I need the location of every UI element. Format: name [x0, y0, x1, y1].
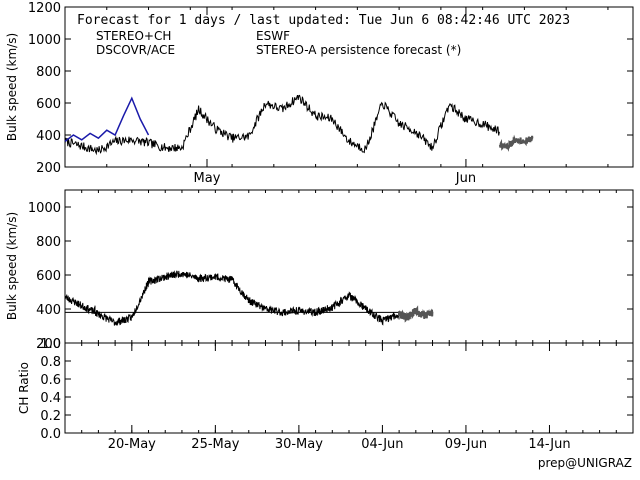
- legend-stereo-a-persistence: STEREO-A persistence forecast (*): [256, 43, 461, 57]
- bottom-ytick-label-3: 0.6: [40, 373, 61, 388]
- bottom-ytick-label-0: 0.0: [40, 427, 61, 442]
- bottom-xtick-label-3: 04-Jun: [361, 437, 403, 452]
- middle-panel-series: [64, 270, 434, 326]
- legend-eswf: ESWF: [256, 29, 290, 43]
- top-panel-ticks: 200 400 600 800 1000 1200 May Jun: [28, 1, 633, 186]
- middle-series-stereo-a-persistence: [398, 305, 434, 323]
- middle-ytick-label-3: 800: [36, 235, 61, 250]
- top-series-stereo-a-persistence: [498, 134, 534, 152]
- middle-series-dscovr-ace: [64, 270, 400, 326]
- top-ytick-label-5: 1200: [28, 1, 61, 16]
- legend-stereo-ch: STEREO+CH: [96, 29, 171, 43]
- top-ytick-label-4: 1000: [28, 33, 61, 48]
- middle-ytick-label-2: 600: [36, 269, 61, 284]
- bottom-ytick-label-4: 0.8: [40, 355, 61, 370]
- forecast-title: Forecast for 1 days / last updated: Tue …: [77, 13, 570, 28]
- top-series-eswf: [64, 96, 150, 142]
- middle-panel-ylabel: Bulk speed (km/s): [5, 212, 19, 320]
- bottom-xtick-label-5: 14-Jun: [528, 437, 570, 452]
- bottom-ytick-label-2: 0.4: [40, 391, 61, 406]
- top-ytick-label-3: 800: [36, 65, 61, 80]
- bottom-xtick-label-4: 09-Jun: [445, 437, 487, 452]
- bottom-ytick-label-5: 1.0: [40, 337, 61, 352]
- top-xtick-label-1: Jun: [455, 171, 476, 186]
- top-ytick-label-0: 200: [36, 161, 61, 176]
- footer-credit: prep@UNIGRAZ: [538, 456, 632, 470]
- top-series-dscovr-ace: [64, 94, 500, 156]
- top-xtick-label-0: May: [194, 171, 221, 186]
- bottom-xtick-label-1: 25-May: [191, 437, 239, 452]
- bottom-xtick-label-0: 20-May: [108, 437, 156, 452]
- bottom-ytick-label-1: 0.2: [40, 409, 61, 424]
- top-panel-frame: [64, 6, 634, 168]
- middle-ytick-label-4: 1000: [28, 201, 61, 216]
- legend-dscovr-ace: DSCOVR/ACE: [96, 43, 175, 57]
- bottom-panel-ylabel: CH Ratio: [17, 362, 31, 414]
- top-ytick-label-2: 600: [36, 97, 61, 112]
- middle-ytick-label-1: 400: [36, 303, 61, 318]
- bottom-xtick-label-2: 30-May: [275, 437, 323, 452]
- top-panel-ylabel: Bulk speed (km/s): [5, 33, 19, 141]
- top-panel-series: [64, 94, 534, 156]
- bottom-panel-ticks: 0.0 0.2 0.4 0.6 0.8 1.0 20-May 25-May 30-May 04-J…: [40, 337, 634, 452]
- middle-ytick-label-0: 200: [36, 337, 61, 352]
- top-ytick-label-1: 400: [36, 129, 61, 144]
- middle-panel-ticks: 200 400 600 800 1000: [28, 190, 634, 352]
